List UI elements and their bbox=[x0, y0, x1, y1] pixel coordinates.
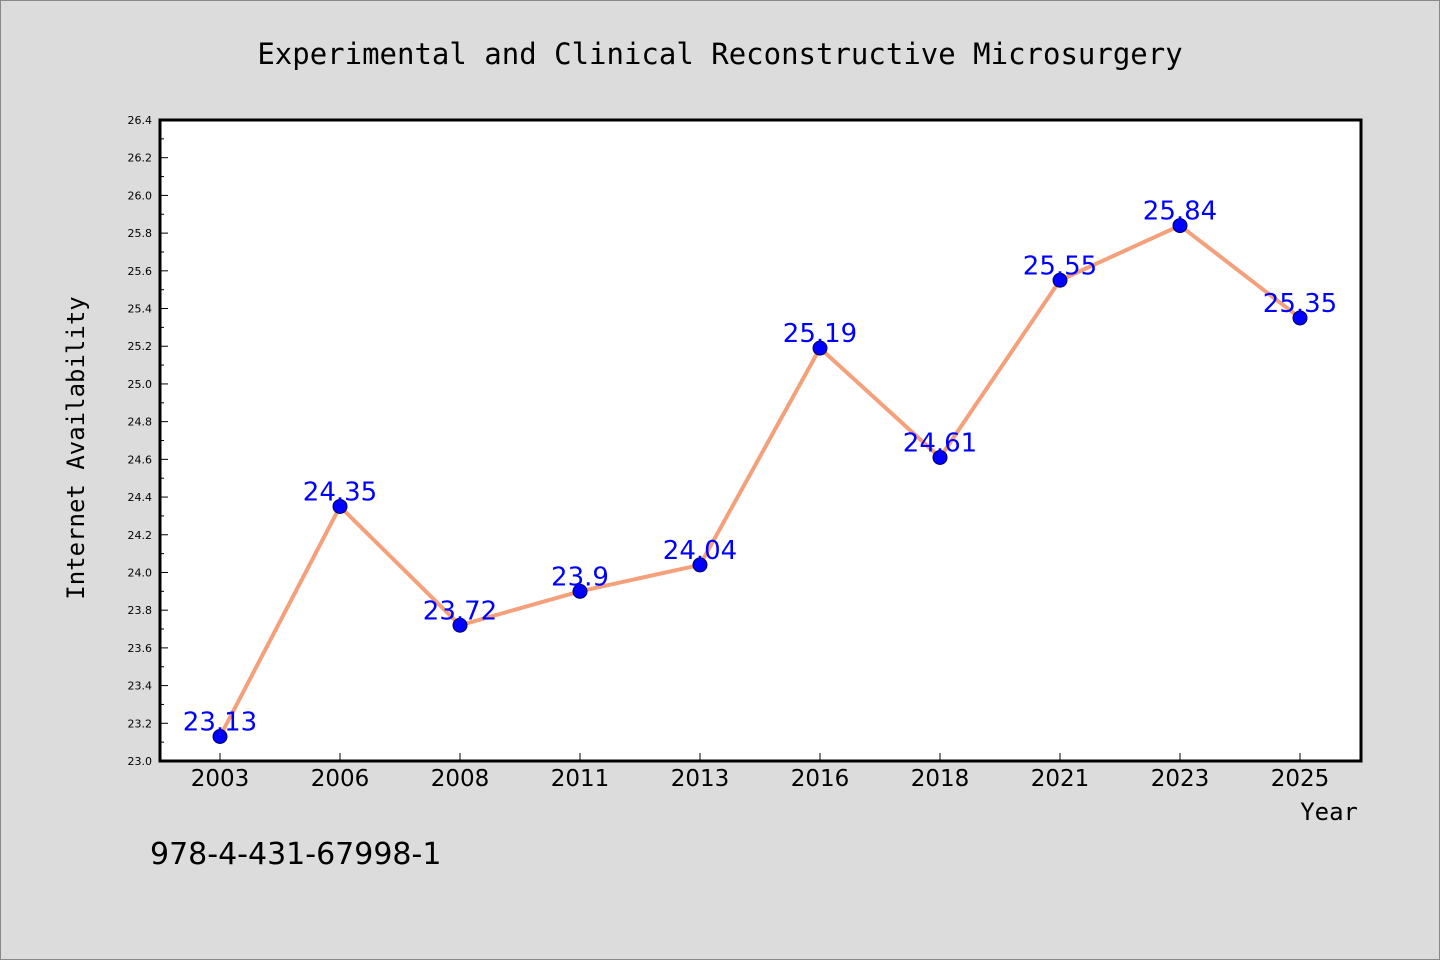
x-tick-label: 2016 bbox=[791, 766, 850, 792]
y-tick-label: 24.0 bbox=[128, 566, 153, 579]
series-line bbox=[218, 223, 1302, 738]
x-tick-label: 2006 bbox=[311, 766, 370, 792]
y-tick-label: 26.0 bbox=[128, 189, 153, 202]
data-point-marker bbox=[812, 340, 828, 356]
data-label: 24.61 bbox=[903, 428, 977, 458]
data-label: 25.19 bbox=[783, 319, 857, 349]
series-line-group bbox=[212, 218, 1308, 744]
y-tick-label: 26.4 bbox=[128, 114, 153, 127]
data-point-marker bbox=[212, 728, 228, 744]
y-tick-label: 26.2 bbox=[128, 152, 153, 165]
data-label: 25.84 bbox=[1143, 197, 1217, 227]
data-point-marker bbox=[692, 557, 708, 573]
y-axis-label: Internet Availability bbox=[62, 296, 90, 599]
y-tick-label: 23.2 bbox=[128, 717, 153, 730]
x-tick-label: 2013 bbox=[671, 766, 730, 792]
y-tick-label: 23.4 bbox=[128, 680, 153, 693]
data-point-marker bbox=[1052, 272, 1068, 288]
x-axis: 2003 2006 2008 2011 2013 2016 2018 2021 2023 2025 bbox=[191, 753, 1330, 792]
y-tick-label: 25.4 bbox=[128, 303, 153, 316]
data-point-marker bbox=[932, 449, 948, 465]
x-tick-label: 2003 bbox=[191, 766, 250, 792]
y-tick-label: 25.6 bbox=[128, 265, 153, 278]
data-label: 25.55 bbox=[1023, 251, 1097, 281]
data-label: 23.13 bbox=[183, 707, 257, 737]
isbn-text: 978-4-431-67998-1 bbox=[150, 837, 441, 872]
y-axis: 23.0 23.2 23.4 23.6 23.8 24.0 24.2 24.4 24.6 24.8… bbox=[128, 114, 168, 768]
x-tick-label: 2008 bbox=[431, 766, 490, 792]
x-tick-label: 2025 bbox=[1271, 766, 1330, 792]
data-label: 25.35 bbox=[1263, 289, 1337, 319]
data-point-marker bbox=[452, 617, 468, 633]
y-tick-label: 25.8 bbox=[128, 227, 153, 240]
y-tick-label: 24.8 bbox=[128, 416, 153, 429]
x-tick-label: 2011 bbox=[551, 766, 610, 792]
data-point-marker bbox=[1172, 218, 1188, 234]
y-tick-label: 25.0 bbox=[128, 378, 153, 391]
y-tick-label: 24.6 bbox=[128, 453, 153, 466]
plot-area bbox=[158, 118, 1363, 763]
data-label: 23.9 bbox=[551, 562, 609, 592]
data-labels-group: 23.13 24.35 23.72 23.9 24.04 25.19 24.61 25.55 2… bbox=[183, 197, 1337, 738]
data-label: 24.04 bbox=[663, 536, 737, 566]
data-point-marker bbox=[572, 583, 588, 599]
x-tick-label: 2023 bbox=[1151, 766, 1210, 792]
y-tick-label: 24.2 bbox=[128, 529, 153, 542]
chart-title: Experimental and Clinical Reconstructive… bbox=[257, 37, 1182, 71]
y-tick-label: 23.8 bbox=[128, 604, 153, 617]
data-label: 24.35 bbox=[303, 477, 377, 507]
data-point-marker bbox=[332, 498, 348, 514]
x-axis-label: Year bbox=[1300, 798, 1358, 826]
data-label: 23.72 bbox=[423, 596, 497, 626]
y-tick-label: 23.6 bbox=[128, 642, 153, 655]
y-tick-label: 25.2 bbox=[128, 340, 153, 353]
y-tick-label: 24.4 bbox=[128, 491, 153, 504]
x-tick-label: 2018 bbox=[911, 766, 970, 792]
data-point-marker bbox=[1292, 310, 1308, 326]
x-tick-label: 2021 bbox=[1031, 766, 1090, 792]
y-tick-label: 23.0 bbox=[128, 755, 153, 768]
